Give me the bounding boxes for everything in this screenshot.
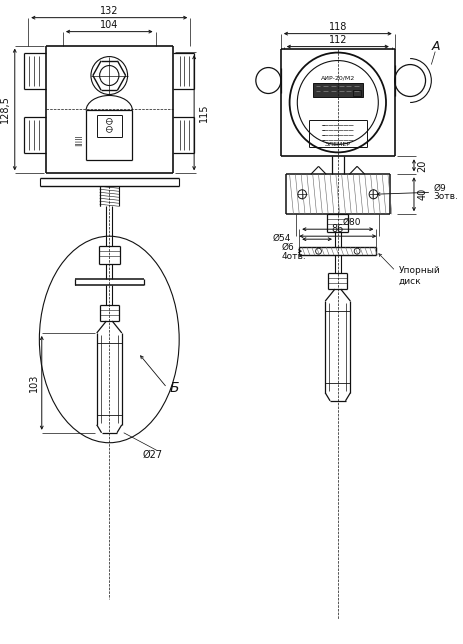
- Bar: [313, 82, 363, 97]
- Text: |||||: |||||: [75, 135, 82, 146]
- Bar: [353, 90, 361, 97]
- Text: 132: 132: [100, 6, 119, 15]
- Text: 103: 103: [29, 374, 39, 392]
- Text: 115: 115: [199, 104, 209, 122]
- Text: Ø27: Ø27: [143, 450, 163, 460]
- Text: Ø54: Ø54: [273, 234, 291, 243]
- Text: ─────────────: ─────────────: [321, 135, 354, 138]
- Text: Б: Б: [170, 381, 180, 395]
- Text: 20: 20: [418, 159, 428, 171]
- Text: A: A: [432, 40, 440, 53]
- Text: Ø80: Ø80: [343, 218, 362, 227]
- Text: ЭЛЕМЕР: ЭЛЕМЕР: [325, 142, 351, 147]
- Text: 4отв.: 4отв.: [282, 252, 307, 261]
- Text: 104: 104: [100, 20, 119, 30]
- Text: 112: 112: [329, 35, 347, 44]
- Text: ─────────────: ─────────────: [321, 139, 354, 144]
- Text: 118: 118: [329, 22, 347, 32]
- Text: Упорный
диск: Упорный диск: [399, 267, 440, 286]
- Text: 40: 40: [418, 188, 428, 200]
- Text: 128,5: 128,5: [0, 95, 10, 124]
- Text: ─────────────: ─────────────: [321, 124, 354, 128]
- Text: ─────────────: ─────────────: [321, 129, 354, 133]
- Text: 3отв.: 3отв.: [433, 192, 458, 201]
- Text: Ø6: Ø6: [282, 243, 294, 252]
- Text: Ø9: Ø9: [433, 184, 446, 193]
- Text: 86: 86: [332, 224, 344, 234]
- Text: АИР-20/М2: АИР-20/М2: [321, 75, 355, 80]
